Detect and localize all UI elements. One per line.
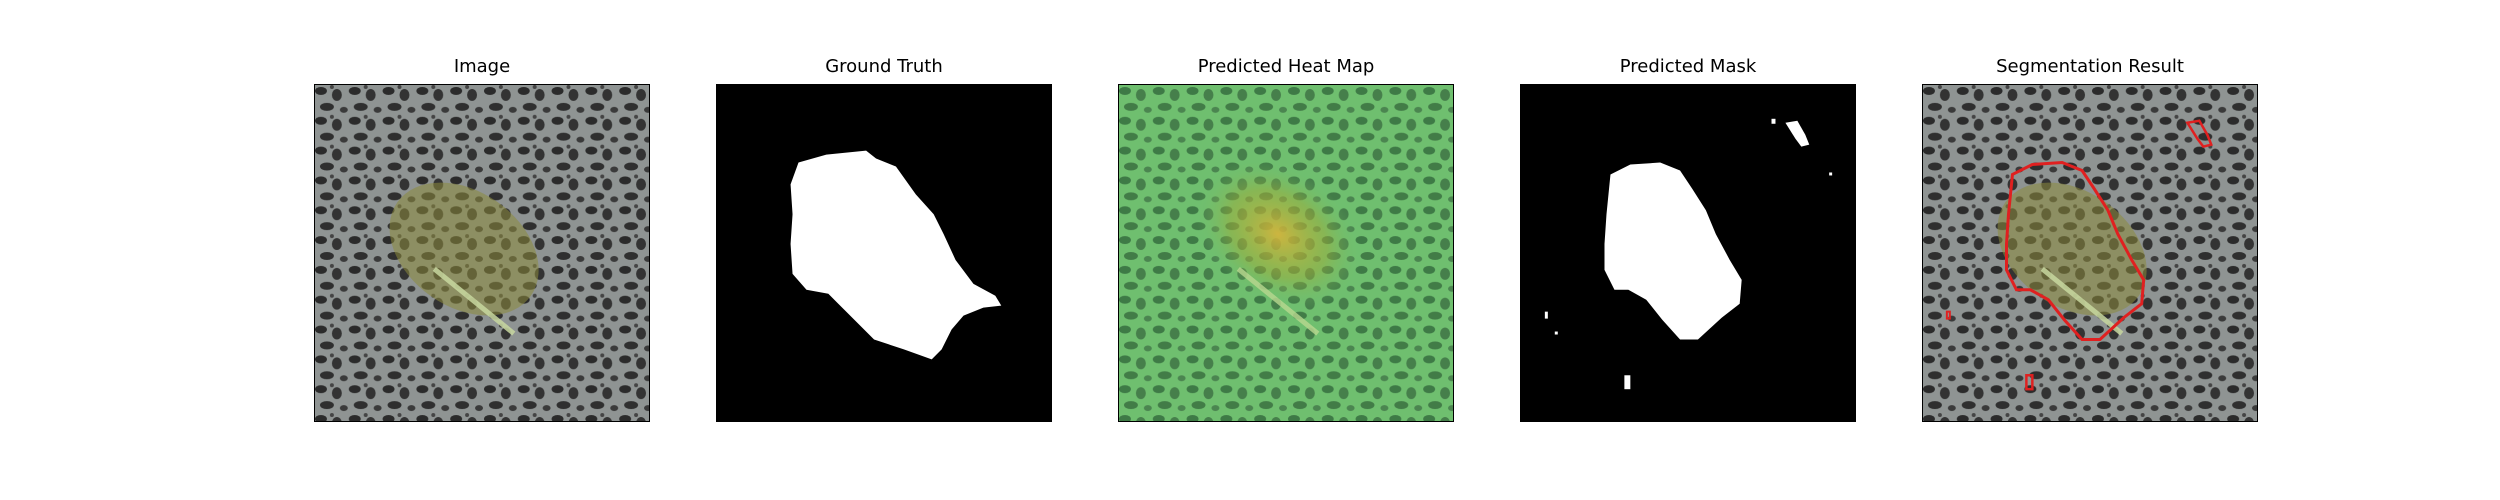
panel-ground-truth: Ground Truth: [716, 56, 1052, 422]
ground-truth-frame: [716, 84, 1052, 422]
panel-image: Image: [314, 56, 650, 422]
panel-segmentation-result: Segmentation Result: [1922, 56, 2258, 422]
panel-title-ground-truth: Ground Truth: [825, 56, 943, 77]
panel-title-segmentation-result: Segmentation Result: [1996, 56, 2184, 77]
heat-map-frame: [1118, 84, 1454, 422]
predicted-mask: [1521, 85, 1855, 421]
segmentation-result-frame: [1922, 84, 2258, 422]
input-image: [315, 85, 649, 421]
predicted-mask-frame: [1520, 84, 1856, 422]
image-frame: [314, 84, 650, 422]
panel-title-heat-map: Predicted Heat Map: [1197, 56, 1375, 77]
panel-title-predicted-mask: Predicted Mask: [1619, 56, 1757, 77]
panel-heat-map: Predicted Heat Map: [1118, 56, 1454, 422]
panel-title-image: Image: [453, 56, 511, 77]
predicted-heat-map: [1119, 85, 1453, 421]
panel-predicted-mask: Predicted Mask: [1520, 56, 1856, 422]
ground-truth-mask: [717, 85, 1051, 421]
segmentation-overlay: [1923, 85, 2257, 421]
